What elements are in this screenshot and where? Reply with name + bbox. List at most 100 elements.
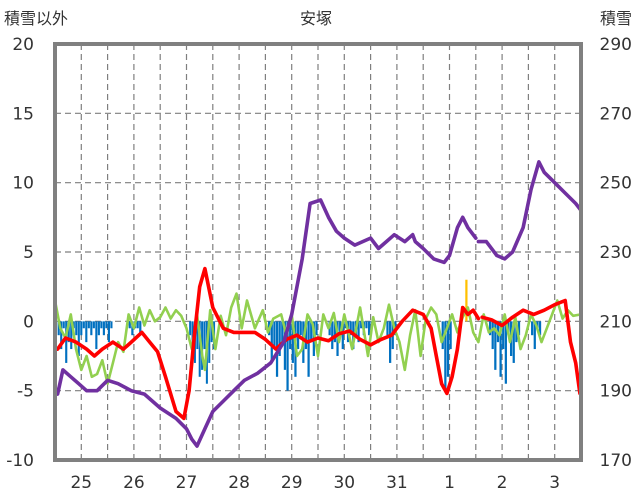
y-tick-left: -5	[17, 382, 34, 402]
snowfall_bars-bar	[136, 321, 139, 329]
snowfall_bars-bar	[95, 321, 98, 350]
snowfall_bars-bar	[77, 321, 80, 356]
snowfall_bars-bar	[315, 321, 318, 336]
snowfall_bars-bar	[538, 321, 542, 336]
snowfall_bars-bar	[72, 321, 75, 329]
snowfall_bars-bar	[331, 321, 334, 350]
x-tick-label: 3	[549, 473, 560, 493]
snowfall_bars-bar	[80, 321, 83, 336]
snowfall_bars-bar	[110, 321, 113, 329]
y-tick-right: 170	[600, 451, 632, 471]
y-tick-left: -10	[6, 451, 34, 471]
snowfall_bars-bar	[512, 321, 515, 363]
y-tick-right: 210	[600, 312, 632, 332]
snowfall_bars-bar	[444, 321, 447, 391]
snowfall_bars-bar	[494, 321, 497, 370]
snowfall_bars-bar	[536, 321, 539, 329]
x-tick-label: 31	[386, 473, 408, 493]
snowfall_bars-bar	[299, 321, 302, 336]
right-axis-label: 積雪	[600, 9, 632, 28]
snowfall_bars-bar	[203, 321, 206, 350]
snowfall_bars-bar	[488, 321, 492, 336]
lines-layer	[53, 160, 583, 448]
snowfall_bars-bar	[360, 321, 363, 329]
x-tick-label: 28	[228, 473, 250, 493]
snowfall_bars-bar	[349, 321, 352, 336]
snowfall_bars-bar	[504, 321, 507, 384]
snowfall_bars-bar	[67, 321, 70, 343]
snowfall_bars-bar	[533, 321, 536, 350]
snowfall_bars-bar	[449, 321, 452, 350]
y-tick-right: 270	[600, 104, 632, 124]
temperature-line	[480, 298, 582, 396]
x-tick-label: 25	[70, 473, 92, 493]
snowfall_bars-bar	[531, 321, 534, 336]
snowfall_bars-bar	[339, 321, 342, 336]
y-tick-right: 190	[600, 382, 632, 402]
x-tick-label: 27	[176, 473, 198, 493]
snowfall_bars-bar	[307, 321, 310, 377]
chart-title: 安塚	[300, 9, 332, 28]
snowfall_bars-bar	[441, 321, 444, 350]
snowfall_bars-bar	[208, 321, 211, 363]
snowfall_bars-bar	[131, 321, 134, 336]
snowfall_bars-bar	[189, 321, 192, 336]
snowfall_bars-bar	[491, 321, 494, 350]
x-tick-label: 30	[333, 473, 355, 493]
temperature-line	[55, 266, 481, 421]
snowfall_bars-bar	[517, 321, 521, 336]
y-tick-left: 5	[23, 243, 34, 263]
x-tick-label: 2	[497, 473, 508, 493]
x-tick-label: 29	[281, 473, 303, 493]
precip_bar-bar	[465, 279, 468, 322]
plot-area-frame	[53, 42, 583, 462]
snowfall_bars-bar	[270, 321, 273, 363]
y-tick-right: 250	[600, 174, 632, 194]
snowfall_bars-bar	[283, 321, 287, 370]
snowfall_bars-bar	[386, 321, 389, 336]
snowfall_bars-bar	[365, 321, 368, 329]
snowfall_bars-bar	[60, 321, 63, 350]
x-tick-label: 1	[444, 473, 455, 493]
snowfall_bars-bar	[97, 321, 100, 336]
snowfall_bars-bar	[278, 321, 281, 356]
snowfall_bars-bar	[100, 321, 103, 329]
grid	[55, 44, 581, 460]
snowfall_bars-bar	[102, 321, 105, 336]
snowfall_bars-bar	[198, 321, 201, 377]
snowfall_bars-bar	[65, 321, 68, 363]
snowfall_bars-bar	[196, 321, 199, 350]
snowfall_bars-bar	[105, 321, 108, 329]
y-tick-left: 0	[23, 312, 34, 332]
snowfall_bars-bar	[82, 321, 85, 329]
y-tick-left: 15	[12, 104, 34, 124]
snowfall_bars-bar	[341, 321, 344, 350]
left-axis-label: 積雪以外	[4, 9, 68, 28]
snowfall_bars-bar	[289, 321, 292, 350]
snowfall_bars-bar	[304, 321, 308, 350]
y-tick-right: 290	[600, 35, 632, 55]
snowfall_bars-bar	[446, 321, 450, 377]
snowfall_bars-bar	[92, 321, 95, 329]
snowfall_bars-bar	[291, 321, 294, 363]
y-tick-right: 230	[600, 243, 632, 263]
snowfall_bars-bar	[70, 321, 73, 350]
y-tick-left: 20	[12, 35, 34, 55]
snowfall_bars-bar	[499, 321, 502, 377]
snowfall_bars-bar	[333, 321, 337, 343]
snowfall_bars-bar	[87, 321, 90, 329]
snowfall_bars-bar	[128, 321, 131, 329]
y-tick-left: 10	[12, 174, 34, 194]
snow_depth-line	[53, 198, 478, 448]
snowfall_bars-bar	[107, 321, 110, 343]
snowfall_bars-bar	[281, 321, 284, 343]
snowfall_bars-bar	[389, 321, 392, 363]
snowfall_bars-bar	[273, 321, 276, 350]
snowfall_bars-bar	[57, 321, 60, 336]
snowfall_bars-bar	[286, 321, 289, 391]
x-tick-label: 26	[123, 473, 145, 493]
snowfall_bars-bar	[210, 321, 213, 343]
snowfall_bars-bar	[357, 321, 360, 343]
